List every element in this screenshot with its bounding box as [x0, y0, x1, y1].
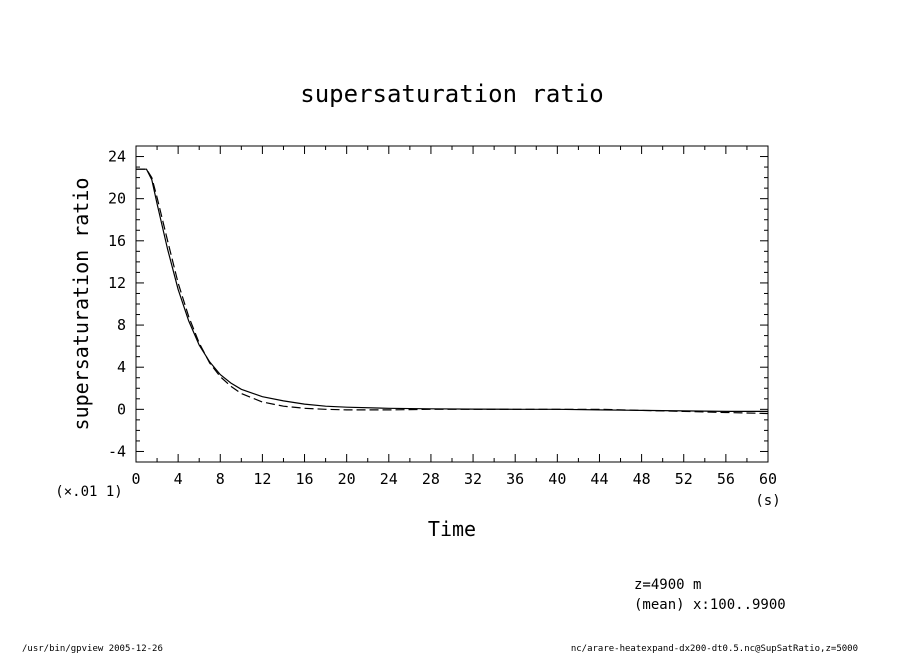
- x-tick-label: 8: [216, 470, 225, 488]
- x-axis-unit: (s): [755, 493, 780, 509]
- x-tick-label: 24: [380, 470, 398, 488]
- x-axis-tick-labels: 0 4 8 12 16 20 24 28 32 36 40 44 48 52 56 60: [131, 470, 777, 488]
- series-group: [136, 168, 769, 415]
- footer-left: /usr/bin/gpview 2005-12-26: [22, 644, 163, 654]
- y-tick-label: 0: [117, 400, 126, 418]
- y-tick-label: 4: [117, 358, 126, 376]
- x-tick-label: 48: [633, 470, 651, 488]
- y-tick-label: 12: [108, 274, 126, 292]
- y-tick-label: -4: [108, 442, 126, 460]
- x-tick-label: 0: [131, 470, 140, 488]
- mean-range-annotation: (mean) x:100..9900: [634, 597, 786, 613]
- y-tick-label: 16: [108, 232, 126, 250]
- x-axis-label: Time: [428, 517, 476, 541]
- series-line-2-dashed: [136, 168, 769, 415]
- x-tick-label: 56: [717, 470, 735, 488]
- x-tick-label: 60: [759, 470, 777, 488]
- footer-right: nc/arare-heatexpand-dx200-dt0.5.nc@SupSa…: [571, 644, 858, 654]
- y-tick-label: 8: [117, 316, 126, 334]
- x-tick-label: 16: [296, 470, 314, 488]
- x-tick-label: 44: [590, 470, 608, 488]
- y-axis-tick-labels: -4 0 4 8 12 16 20 24: [108, 148, 126, 461]
- x-tick-label: 28: [422, 470, 440, 488]
- y-tick-label: 20: [108, 190, 126, 208]
- x-tick-label: 32: [464, 470, 482, 488]
- plot-frame: [135, 145, 769, 463]
- z-level-annotation: z=4900 m: [634, 577, 701, 593]
- series-line-1-solid: [136, 168, 768, 412]
- x-axis-ticks: [135, 146, 769, 462]
- y-axis-ticks: [136, 145, 768, 463]
- x-tick-label: 36: [506, 470, 524, 488]
- y-tick-label: 24: [108, 148, 126, 166]
- x-tick-label: 40: [548, 470, 566, 488]
- y-axis-label: supersaturation ratio: [69, 178, 93, 431]
- x-tick-label: 12: [253, 470, 271, 488]
- x-tick-label: 4: [174, 470, 183, 488]
- y-axis-unit: (×.01 1): [55, 484, 122, 500]
- x-tick-label: 52: [675, 470, 693, 488]
- chart-title: supersaturation ratio: [300, 80, 603, 108]
- x-tick-label: 20: [338, 470, 356, 488]
